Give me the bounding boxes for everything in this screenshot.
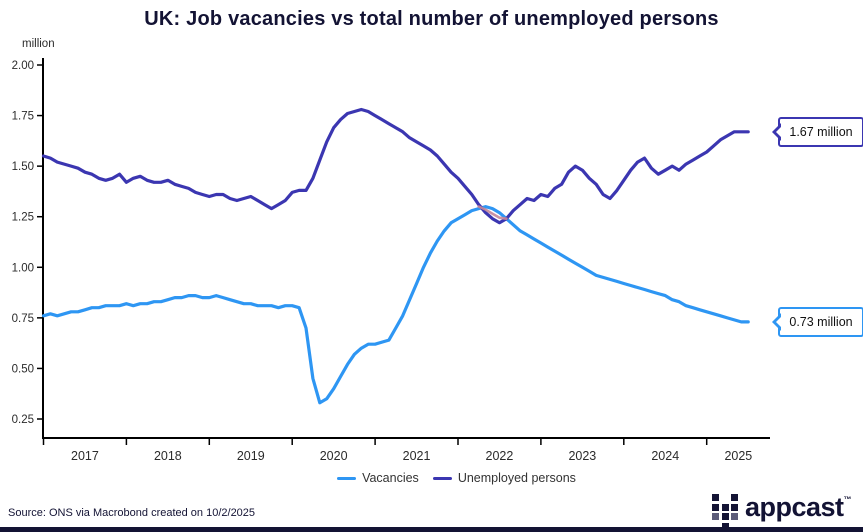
bottom-accent-bar: [0, 527, 863, 532]
y-tick-label: 1.00: [12, 262, 34, 274]
callout-arrow-inner: [767, 312, 785, 331]
y-tick-label: 0.75: [12, 313, 34, 325]
chart-legend: Vacancies Unemployed persons: [25, 471, 863, 485]
x-tick-label: 2025: [724, 449, 752, 463]
axis-lines: [42, 58, 770, 439]
appcast-logo: appcast™: [712, 490, 852, 530]
legend-label: Vacancies: [362, 471, 419, 485]
x-tick-label: 2020: [320, 449, 348, 463]
x-tick-label: 2019: [237, 449, 265, 463]
y-tick-label: 1.50: [12, 161, 34, 173]
y-tick-label: 1.25: [12, 212, 34, 224]
value-callout-unemployed-persons: 1.67 million: [772, 116, 863, 147]
y-axis-unit-label: million: [22, 38, 55, 50]
y-tick-label: 0.50: [12, 363, 34, 375]
legend-line-icon: [337, 476, 357, 480]
series-overlap-segment: [477, 205, 508, 220]
x-tick-label: 2024: [651, 449, 679, 463]
legend-line-icon: [432, 476, 452, 480]
appcast-logo-text: appcast™: [745, 492, 852, 522]
callout-label: 0.73 million: [789, 314, 853, 329]
line-chart: 2.00 1.75 1.50 1.25 1.00 0.75 0.50 0.25 2017 2018…: [12, 58, 770, 463]
series-line-vacancies: [41, 205, 750, 405]
callout-label: 1.67 million: [789, 124, 853, 139]
chart-title: UK: Job vacancies vs total number of une…: [144, 8, 719, 30]
appcast-logo-mark-icon: [712, 494, 738, 530]
series-line-unemployed-persons: [41, 107, 750, 225]
x-tick-label: 2018: [154, 449, 182, 463]
legend-label: Unemployed persons: [457, 471, 576, 485]
y-tick-label: 1.75: [12, 111, 34, 123]
x-tick-label: 2023: [568, 449, 596, 463]
legend-item-vacancies: Vacancies: [337, 471, 419, 485]
source-attribution: Source: ONS via Macrobond created on 10/…: [8, 507, 256, 519]
x-tick-label: 2017: [71, 449, 99, 463]
x-tick-label: 2022: [486, 449, 514, 463]
y-tick-label: 2.00: [12, 60, 34, 72]
legend-item-unemployed-persons: Unemployed persons: [432, 471, 576, 485]
callout-arrow-inner: [767, 122, 785, 141]
value-callout-vacancies: 0.73 million: [772, 306, 863, 337]
x-tick-label: 2021: [403, 449, 431, 463]
y-tick-label: 0.25: [12, 414, 34, 426]
trademark-symbol: ™: [843, 495, 852, 504]
